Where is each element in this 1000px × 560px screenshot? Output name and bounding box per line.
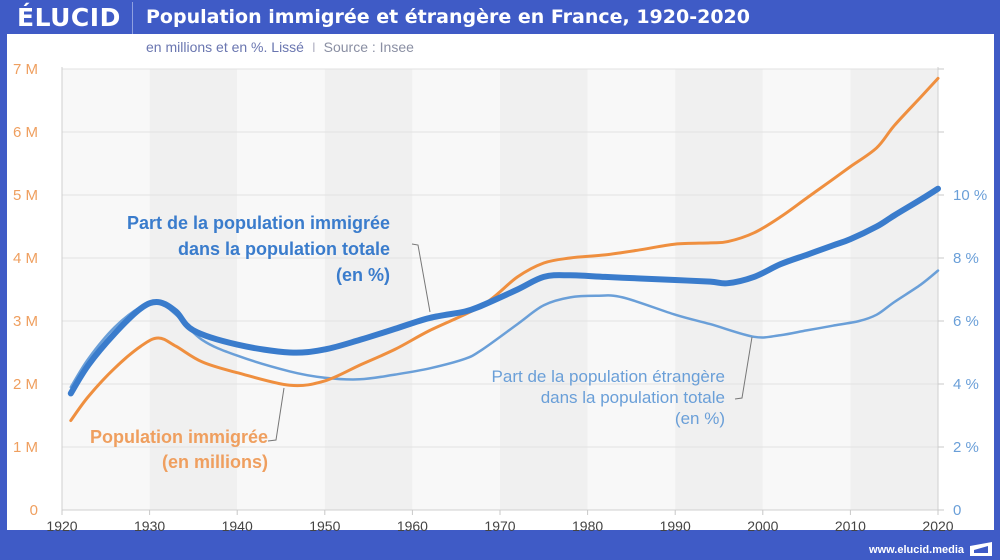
decade-band [62,69,150,510]
axes: 1920 1930 1940 1950 1960 1970 1980 1990 2000 2010… [13,61,987,534]
x-tick-label: 2010 [835,518,866,534]
series-lines [67,76,941,422]
y-left-tick-label: 4 M [13,250,38,267]
y-right-tick-label: 0 [953,502,961,519]
y-left-tick-label: 5 M [13,187,38,204]
leader-line-immigrants-millions [267,387,285,442]
y-left-tick-label: 3 M [13,313,38,330]
x-tick-label: 2020 [922,518,953,534]
decade-band [237,69,325,510]
series-label-immigrants-share: dans la population totale [178,239,390,259]
elucid-flag-icon [970,542,992,556]
y-right-tick-label: 6 % [953,313,979,330]
y-right-tick-label: 10 % [953,187,987,204]
series-label-foreigners-share: (en %) [675,409,725,428]
series-label-immigrants-millions: Population immigrée [90,427,268,447]
header-separator [132,2,133,34]
subtitle-text: en millions et en %. Lissé [146,39,304,55]
y-right-tick-label: 8 % [953,250,979,267]
source-text: Source : Insee [323,39,414,55]
x-tick-label: 1960 [397,518,428,534]
decade-bands [62,69,938,510]
x-tick-label: 1970 [484,518,515,534]
x-tick-label: 1920 [46,518,77,534]
footer-url[interactable]: www.elucid.media [869,544,964,556]
x-tick-label: 1990 [660,518,691,534]
decade-band [850,69,938,510]
series-label-immigrants-share: (en %) [336,265,390,285]
x-tick-label: 2000 [747,518,778,534]
y-left-tick-label: 6 M [13,124,38,141]
decade-band [675,69,763,510]
y-left-tick-label: 7 M [13,61,38,78]
decade-band [587,69,676,510]
x-tick-label: 1940 [222,518,253,534]
gridlines [62,68,938,448]
y-left-tick-label: 1 M [13,439,38,456]
series-label-immigrants-share: Part de la population immigrée [127,213,390,233]
subtitle-separator: I [311,39,316,55]
chart-subtitle: en millions et en %. Lissé I Source : In… [146,39,414,55]
leader-line-foreigners-share [734,336,753,400]
series-label-foreigners-share: Part de la population étrangère [492,367,725,386]
x-tick-label: 1930 [134,518,165,534]
leader-line-immigrants-share [411,243,431,313]
decade-band [412,69,500,510]
y-right-tick-label: 2 % [953,439,979,456]
y-left-tick-label: 0 [30,502,38,519]
series-line-immigrants-millions [69,76,940,422]
series-labels: Part de la population immigrée dans la po… [90,213,753,472]
y-left-tick-label: 2 M [13,376,38,393]
decade-band [149,69,238,510]
series-label-foreigners-share: dans la population totale [541,388,725,407]
series-line-immigrants-share [67,185,941,397]
x-tick-label: 1980 [572,518,603,534]
chart-title: Population immigrée et étrangère en Fran… [146,6,750,28]
y-right-tick-label: 4 % [953,376,979,393]
header: ÉLUCID Population immigrée et étrangère … [0,0,1000,34]
elucid-logo[interactable]: ÉLUCID [17,3,121,32]
decade-band [762,69,851,510]
x-tick-label: 1950 [309,518,340,534]
decade-band [324,69,413,510]
series-label-immigrants-millions: (en millions) [162,452,268,472]
